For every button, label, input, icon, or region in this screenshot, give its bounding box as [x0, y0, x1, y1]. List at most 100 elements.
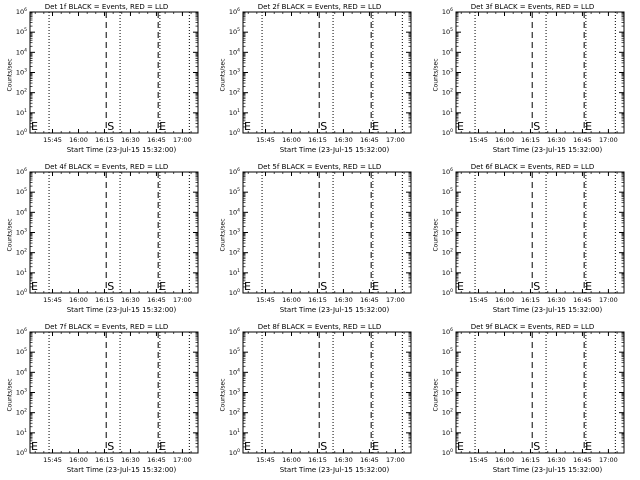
- marker-label: S: [320, 440, 327, 453]
- x-axis-label: Start Time (23-Jul-15 15:32:00): [66, 146, 177, 154]
- x-tick-label: 15:45: [469, 296, 488, 304]
- y-tick-label: 103: [442, 68, 453, 77]
- y-tick-label: 101: [229, 108, 240, 117]
- marker-label: E: [372, 280, 379, 293]
- x-tick-label: 16:30: [547, 296, 566, 304]
- y-tick-label: 106: [16, 7, 27, 16]
- chart-panel: Det 2f BLACK = Events, RED = LLD Start Ti…: [213, 0, 426, 160]
- x-axis-label: Start Time (23-Jul-15 15:32:00): [492, 466, 603, 474]
- panel-title: Det 7f BLACK = Events, RED = LLD: [44, 323, 169, 331]
- panel-plot: 100 101 102 103 104 105 106 15:45 16:00 16:15 16:3…: [16, 7, 199, 144]
- y-tick-label: 102: [16, 408, 27, 417]
- chart-panel: Det 4f BLACK = Events, RED = LLD Start Ti…: [0, 160, 213, 320]
- marker-label: S: [533, 120, 540, 133]
- chart-panel: Det 6f BLACK = Events, RED = LLD Start Ti…: [426, 160, 639, 320]
- start-marker-label: E: [457, 280, 464, 293]
- y-tick-label: 105: [16, 27, 27, 36]
- x-axis-label: Start Time (23-Jul-15 15:32:00): [492, 146, 603, 154]
- x-tick-label: 17:00: [386, 456, 405, 464]
- y-tick-label: 100: [442, 448, 453, 457]
- panel-title: Det 1f BLACK = Events, RED = LLD: [44, 3, 169, 11]
- plot-frame: [455, 331, 625, 454]
- plot-frame: [242, 331, 412, 454]
- plot-frame: [29, 11, 199, 134]
- y-tick-label: 106: [442, 327, 453, 336]
- x-tick-label: 17:00: [173, 456, 192, 464]
- x-tick-label: 16:30: [547, 136, 566, 144]
- x-tick-label: 16:45: [147, 296, 166, 304]
- y-tick-label: 100: [16, 128, 27, 137]
- x-tick-label: 16:15: [95, 136, 114, 144]
- y-tick-label: 105: [16, 187, 27, 196]
- start-marker-label: E: [244, 120, 251, 133]
- y-tick-label: 101: [229, 428, 240, 437]
- y-tick-label: 100: [229, 448, 240, 457]
- panel-title: Det 9f BLACK = Events, RED = LLD: [470, 323, 595, 331]
- y-tick-label: 104: [16, 207, 27, 216]
- y-tick-label: 106: [16, 327, 27, 336]
- marker-label: S: [533, 440, 540, 453]
- start-marker-label: E: [31, 440, 38, 453]
- x-tick-label: 16:00: [282, 456, 301, 464]
- y-tick-label: 106: [229, 327, 240, 336]
- x-tick-label: 15:45: [256, 456, 275, 464]
- y-tick-label: 101: [442, 108, 453, 117]
- panel-plot: 100 101 102 103 104 105 106 15:45 16:00 16:15 16:3…: [229, 327, 412, 464]
- start-marker-label: E: [31, 280, 38, 293]
- marker-label: S: [320, 120, 327, 133]
- y-tick-label: 106: [16, 167, 27, 176]
- start-marker-label: E: [457, 440, 464, 453]
- panel-title: Det 2f BLACK = Events, RED = LLD: [257, 3, 382, 11]
- x-tick-label: 16:30: [121, 456, 140, 464]
- panel-plot: 100 101 102 103 104 105 106 15:45 16:00 16:15 16:3…: [16, 327, 199, 464]
- y-tick-label: 102: [229, 88, 240, 97]
- panel-title: Det 4f BLACK = Events, RED = LLD: [44, 163, 169, 171]
- x-tick-label: 15:45: [469, 456, 488, 464]
- y-tick-label: 103: [229, 68, 240, 77]
- y-tick-label: 105: [442, 187, 453, 196]
- x-tick-label: 16:45: [147, 136, 166, 144]
- marker-label: E: [585, 280, 592, 293]
- y-tick-label: 106: [229, 7, 240, 16]
- x-tick-label: 16:00: [495, 136, 514, 144]
- y-tick-label: 103: [16, 68, 27, 77]
- y-tick-label: 101: [442, 428, 453, 437]
- x-tick-label: 16:15: [521, 296, 540, 304]
- marker-label: E: [159, 440, 166, 453]
- x-tick-label: 16:00: [282, 296, 301, 304]
- x-axis-label: Start Time (23-Jul-15 15:32:00): [492, 306, 603, 314]
- y-tick-label: 102: [229, 248, 240, 257]
- x-axis-label: Start Time (23-Jul-15 15:32:00): [279, 146, 390, 154]
- y-tick-label: 103: [16, 228, 27, 237]
- y-tick-label: 100: [442, 288, 453, 297]
- x-tick-label: 16:00: [495, 456, 514, 464]
- marker-label: E: [372, 120, 379, 133]
- marker-label: S: [107, 280, 114, 293]
- marker-label: E: [585, 440, 592, 453]
- chart-panel: Det 9f BLACK = Events, RED = LLD Start Ti…: [426, 320, 639, 480]
- y-tick-label: 104: [442, 367, 453, 376]
- x-tick-label: 16:30: [334, 296, 353, 304]
- chart-panel: Det 3f BLACK = Events, RED = LLD Start Ti…: [426, 0, 639, 160]
- chart-panel: Det 7f BLACK = Events, RED = LLD Start Ti…: [0, 320, 213, 480]
- y-tick-label: 105: [229, 27, 240, 36]
- marker-label: E: [159, 280, 166, 293]
- marker-label: S: [533, 280, 540, 293]
- x-tick-label: 16:30: [121, 136, 140, 144]
- x-axis-label: Start Time (23-Jul-15 15:32:00): [279, 306, 390, 314]
- y-tick-label: 101: [442, 268, 453, 277]
- marker-label: E: [159, 120, 166, 133]
- panel-plot: 100 101 102 103 104 105 106 15:45 16:00 16:15 16:3…: [229, 167, 412, 304]
- y-tick-label: 102: [16, 248, 27, 257]
- y-tick-label: 104: [229, 367, 240, 376]
- x-tick-label: 16:00: [69, 136, 88, 144]
- panel-plot: 100 101 102 103 104 105 106 15:45 16:00 16:15 16:3…: [442, 327, 625, 464]
- x-tick-label: 17:00: [599, 456, 618, 464]
- y-tick-label: 101: [229, 268, 240, 277]
- x-tick-label: 17:00: [173, 296, 192, 304]
- y-tick-label: 102: [16, 88, 27, 97]
- x-tick-label: 16:30: [121, 296, 140, 304]
- marker-label: S: [320, 280, 327, 293]
- x-tick-label: 16:00: [69, 456, 88, 464]
